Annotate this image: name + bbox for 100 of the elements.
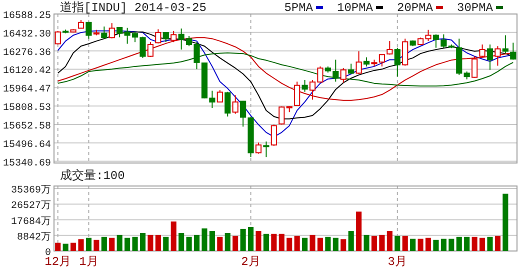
- bar: [170, 222, 176, 251]
- chart-title: 成交量:100: [60, 168, 125, 183]
- bar: [124, 238, 130, 251]
- y-tick-label: 15340.69: [2, 158, 51, 170]
- bar: [472, 236, 478, 251]
- candlestick: [86, 21, 92, 40]
- y-tick-label: 35369万: [10, 184, 51, 197]
- candlestick: [402, 38, 408, 66]
- bar: [132, 236, 138, 251]
- candlestick: [340, 68, 346, 84]
- x-tick-label: 1月: [79, 255, 98, 269]
- bar: [410, 238, 416, 251]
- candlestick: [502, 34, 508, 54]
- bar: [379, 234, 385, 251]
- bar: [286, 238, 292, 251]
- legend-label: 20PMA: [397, 1, 434, 15]
- y-tick-label: 15808.53: [2, 103, 51, 114]
- bar: [194, 234, 200, 251]
- bar: [425, 238, 432, 251]
- bar: [232, 236, 238, 251]
- bar: [487, 236, 493, 251]
- candlestick: [54, 30, 61, 45]
- bar: [356, 212, 362, 251]
- candlestick: [240, 100, 246, 128]
- y-tick-label: 16120.42: [2, 66, 51, 78]
- bar: [278, 234, 284, 251]
- bar: [70, 242, 76, 251]
- candlestick: [356, 50, 362, 74]
- bar: [494, 236, 500, 251]
- bar: [224, 232, 230, 251]
- bar: [62, 244, 68, 251]
- bar: [371, 236, 378, 251]
- x-tick-label: 12月: [44, 255, 72, 269]
- bar: [178, 232, 184, 251]
- candlestick: [108, 22, 115, 39]
- candlestick: [510, 42, 516, 60]
- bar: [140, 232, 146, 251]
- candlestick: [479, 44, 486, 58]
- bar: [209, 231, 215, 251]
- candlestick: [116, 26, 123, 38]
- candlestick: [147, 42, 154, 58]
- y-tick-label: 16276.36: [2, 48, 51, 59]
- bar: [332, 238, 338, 251]
- bar: [163, 236, 169, 251]
- bar: [256, 231, 262, 251]
- legend-label: 10PMA: [337, 1, 374, 15]
- bar: [440, 238, 446, 251]
- candlestick: [155, 28, 162, 44]
- candlestick: [170, 30, 177, 43]
- bar: [479, 238, 486, 251]
- candlestick: [270, 124, 277, 146]
- bar: [464, 236, 470, 251]
- y-tick-label: 15964.47: [2, 84, 51, 96]
- bar: [456, 236, 462, 251]
- y-tick-label: 26527万: [10, 200, 51, 212]
- bar: [86, 238, 92, 251]
- bar: [402, 236, 408, 251]
- bar: [433, 240, 439, 251]
- bar: [202, 228, 208, 251]
- y-tick-label: 16432.30: [2, 29, 51, 40]
- bar: [248, 226, 254, 251]
- bar: [294, 236, 300, 251]
- bar: [155, 234, 161, 251]
- legend-label: 30PMA: [457, 1, 494, 15]
- candlestick: [263, 141, 270, 158]
- candlestick: [394, 47, 400, 78]
- y-tick-label: 8842万: [16, 231, 51, 244]
- candlestick: [216, 90, 223, 103]
- candlestick: [224, 91, 231, 117]
- candlestick: [232, 94, 238, 114]
- bar: [502, 194, 508, 251]
- candlestick: [348, 63, 354, 74]
- candlestick: [486, 44, 494, 70]
- bar: [348, 231, 354, 251]
- x-tick-label: 2月: [241, 255, 260, 269]
- y-tick-label: 17684万: [10, 216, 51, 228]
- bar: [386, 231, 392, 251]
- bar: [317, 238, 324, 251]
- bar: [186, 236, 192, 251]
- bar: [418, 238, 424, 251]
- bar: [148, 234, 154, 251]
- bar: [263, 234, 269, 251]
- legend-label: 5PMA: [284, 1, 314, 15]
- candlestick: [363, 56, 370, 67]
- bar: [394, 236, 400, 251]
- bar: [94, 240, 100, 251]
- candlestick: [472, 56, 478, 78]
- bar: [116, 234, 122, 251]
- candlestick: [494, 46, 501, 66]
- candlestick: [101, 26, 108, 40]
- x-tick-label: 3月: [388, 255, 407, 269]
- chart-title: 道指[INDU] 2014-03-25: [60, 1, 206, 15]
- candlestick: [255, 142, 262, 154]
- bar: [240, 228, 246, 251]
- bar: [302, 238, 308, 251]
- bar: [340, 239, 346, 251]
- bar: [325, 236, 331, 251]
- bar: [310, 234, 316, 251]
- y-tick-label: 15496.64: [2, 140, 51, 151]
- y-tick-label: 16588.25: [2, 11, 51, 22]
